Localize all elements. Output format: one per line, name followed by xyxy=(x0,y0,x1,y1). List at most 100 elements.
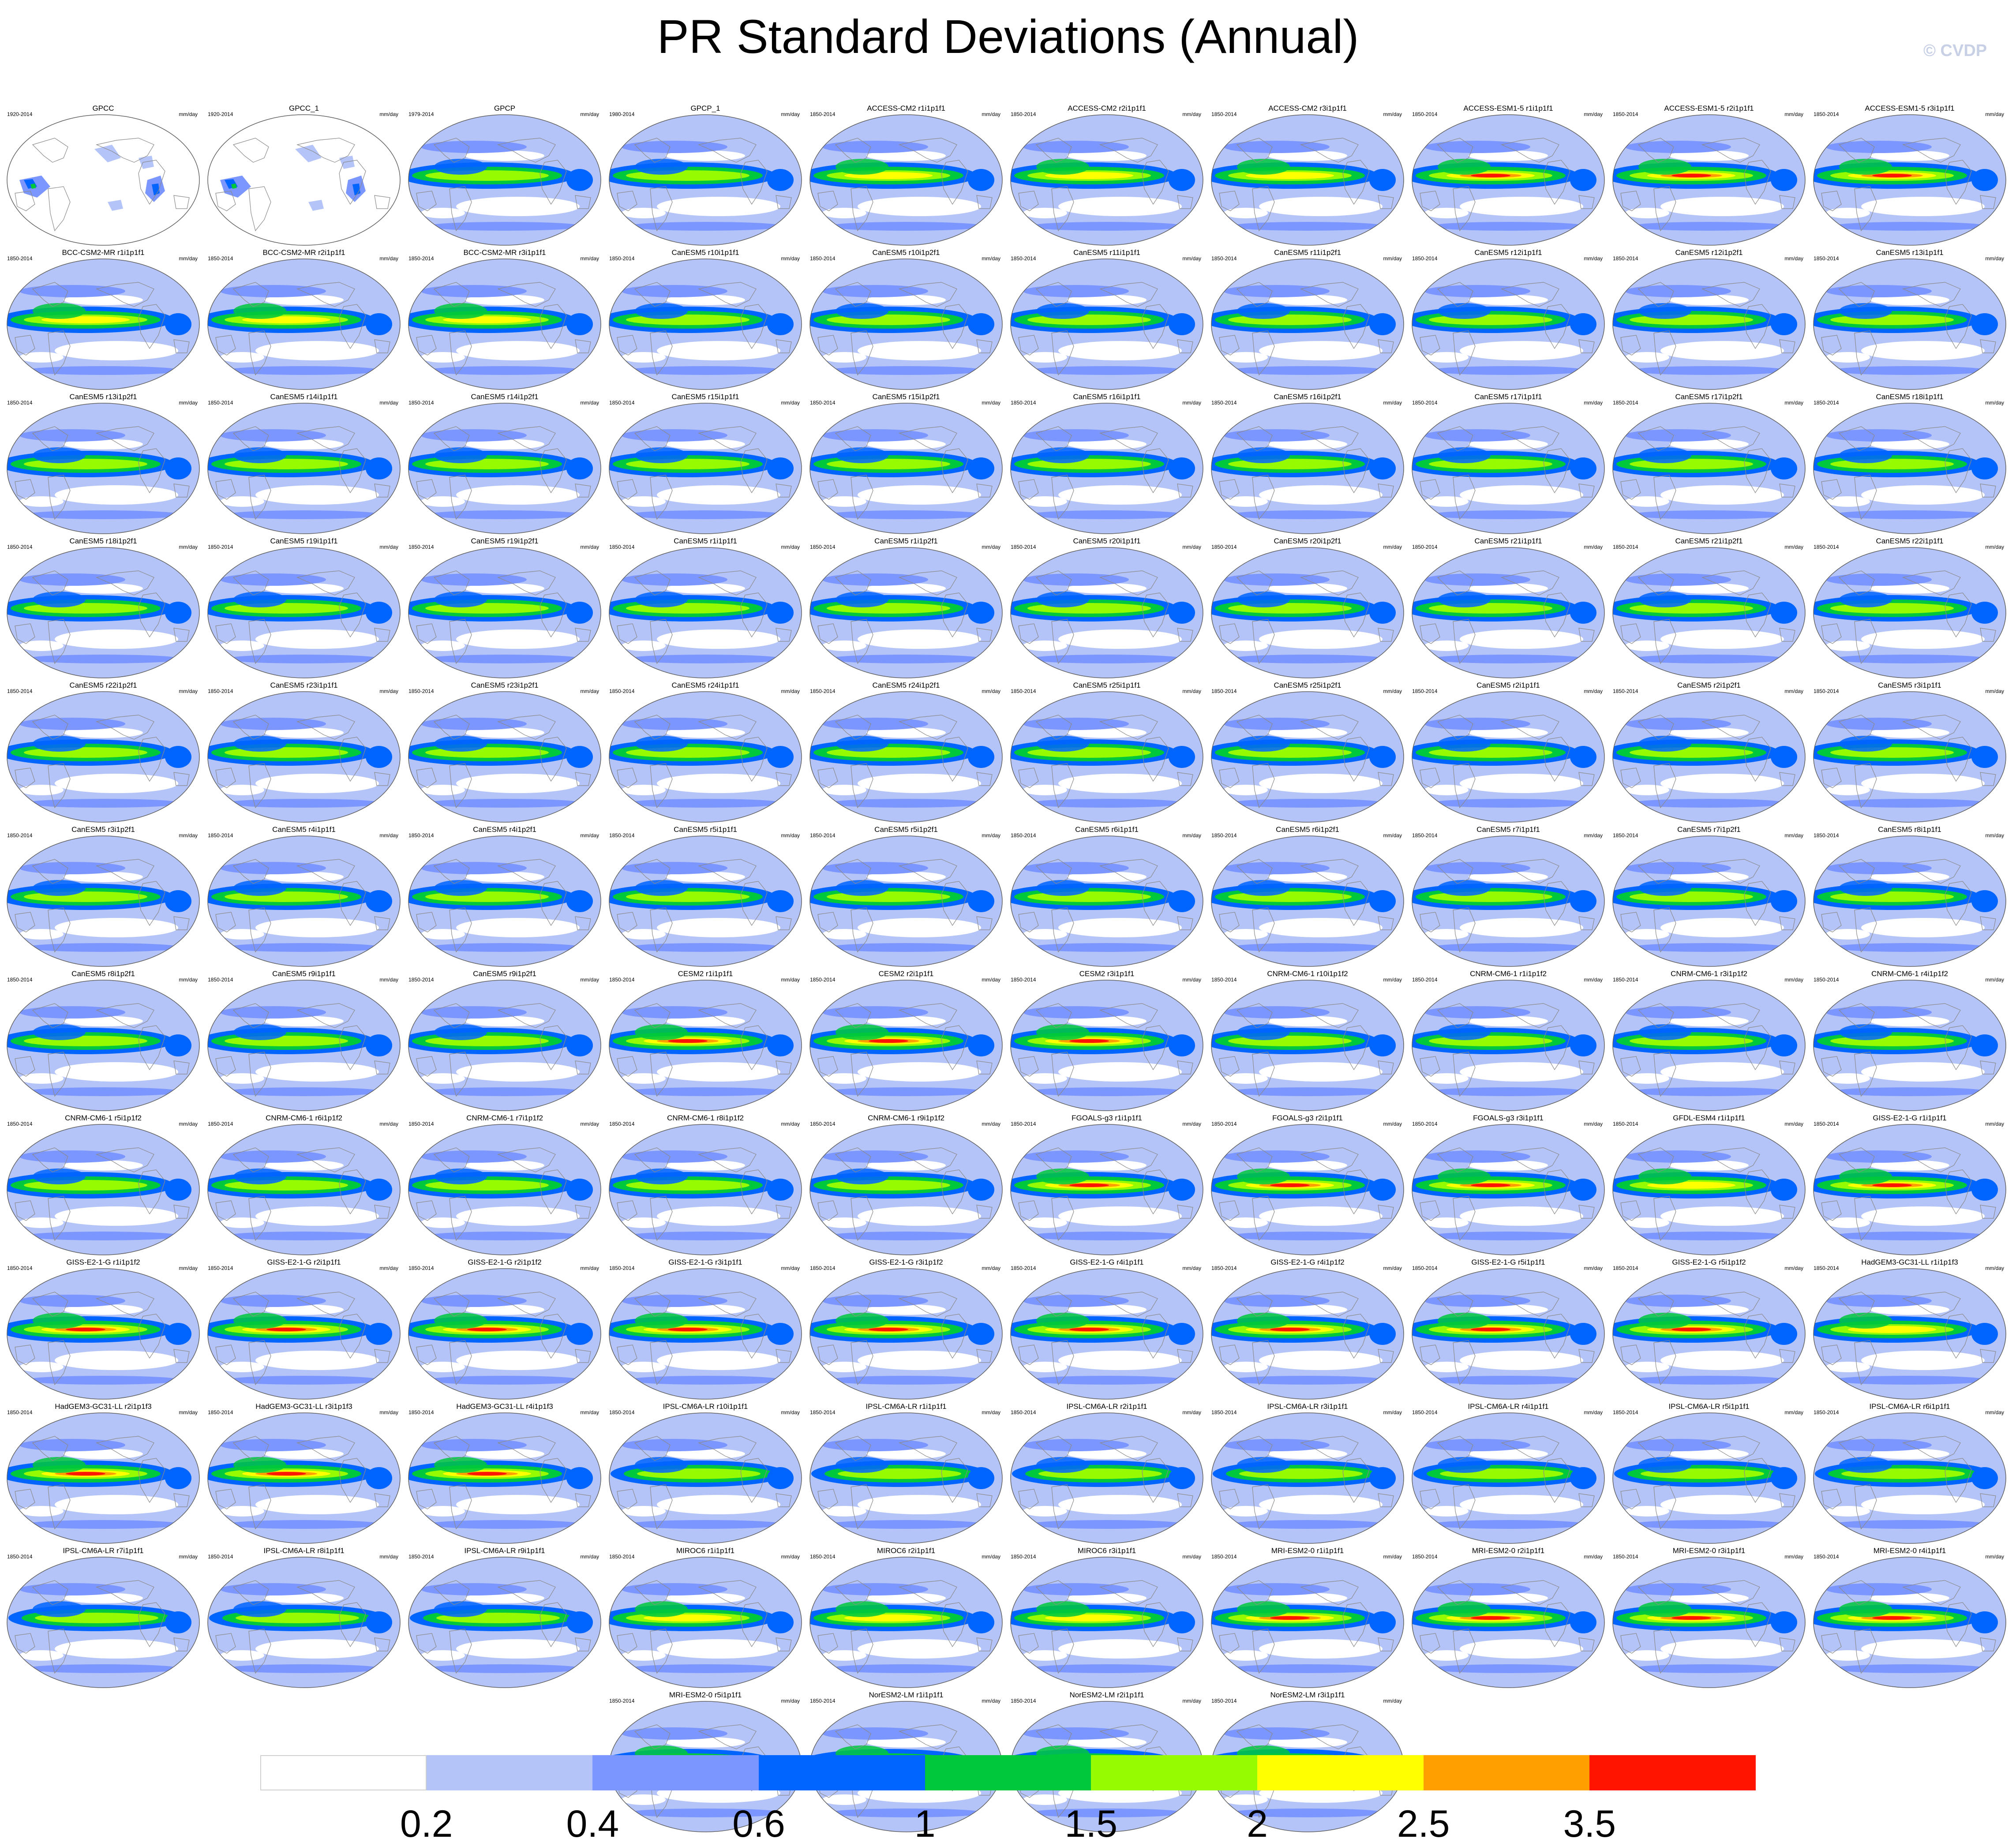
map-panel: MRI-ESM2-0 r2i1p1f1 1850-2014 mm/day xyxy=(1411,1546,1605,1692)
map-panel: ACCESS-CM2 r1i1p1f1 1850-2014 mm/day xyxy=(809,104,1003,250)
panel-units: mm/day xyxy=(1985,832,2004,839)
panel-period: 1850-2014 xyxy=(1011,977,1036,983)
panel-units: mm/day xyxy=(982,688,1001,694)
map-panel: IPSL-CM6A-LR r9i1p1f1 1850-2014 mm/day xyxy=(408,1546,602,1692)
panel-units: mm/day xyxy=(1182,688,1201,694)
map-panel: GISS-E2-1-G r5i1p1f1 1850-2014 mm/day xyxy=(1411,1258,1605,1404)
panel-period: 1850-2014 xyxy=(810,1265,836,1271)
panel-title: CNRM-CM6-1 r4i1p1f2 xyxy=(1871,970,1948,978)
panel-period: 1850-2014 xyxy=(609,255,635,262)
panel-period: 1850-2014 xyxy=(1814,1265,1839,1271)
world-map xyxy=(1813,980,2006,1111)
world-map xyxy=(7,403,200,534)
colorbar-tick-label: 2.5 xyxy=(1397,1803,1450,1845)
panel-title: CNRM-CM6-1 r5i1p1f2 xyxy=(65,1114,142,1122)
panel-title: CanESM5 r18i1p1f1 xyxy=(1876,393,1944,401)
panel-title: GISS-E2-1-G r3i1p1f1 xyxy=(668,1258,742,1266)
panel-period: 1850-2014 xyxy=(1613,1409,1638,1415)
panel-title: CanESM5 r24i1p2f1 xyxy=(872,681,940,689)
panel-title: CanESM5 r22i1p1f1 xyxy=(1876,537,1944,545)
map-panel: IPSL-CM6A-LR r4i1p1f1 1850-2014 mm/day xyxy=(1411,1402,1605,1548)
world-map xyxy=(1612,1412,1806,1544)
panel-units: mm/day xyxy=(1784,111,1803,117)
panel-units: mm/day xyxy=(1784,1265,1803,1271)
world-map xyxy=(609,547,802,678)
map-panel: ACCESS-ESM1-5 r1i1p1f1 1850-2014 mm/day xyxy=(1411,104,1605,250)
panel-title: CESM2 r1i1p1f1 xyxy=(678,970,733,978)
panel-period: 1850-2014 xyxy=(1412,832,1438,839)
world-map xyxy=(1412,114,1605,246)
world-map xyxy=(408,1124,601,1255)
map-panel: CanESM5 r15i1p1f1 1850-2014 mm/day xyxy=(608,393,802,538)
panel-units: mm/day xyxy=(982,1698,1001,1704)
panel-title: CanESM5 r6i1p1f1 xyxy=(1075,825,1139,834)
panel-period: 1850-2014 xyxy=(1211,1698,1237,1704)
panel-units: mm/day xyxy=(1383,1698,1402,1704)
panel-period: 1850-2014 xyxy=(1011,832,1036,839)
panel-units: mm/day xyxy=(982,1409,1001,1415)
panel-period: 1850-2014 xyxy=(208,1554,233,1560)
panel-title: FGOALS-g3 r1i1p1f1 xyxy=(1072,1114,1142,1122)
colorbar-tick-label: 0.2 xyxy=(400,1803,453,1845)
map-panel: CanESM5 r2i1p1f1 1850-2014 mm/day xyxy=(1411,681,1605,827)
panel-units: mm/day xyxy=(982,1554,1001,1560)
map-panel: CanESM5 r14i1p2f1 1850-2014 mm/day xyxy=(408,393,602,538)
map-panel: CanESM5 r12i1p2f1 1850-2014 mm/day xyxy=(1612,248,1806,394)
world-map xyxy=(1412,1124,1605,1255)
world-map xyxy=(1211,691,1404,823)
panel-units: mm/day xyxy=(1784,1121,1803,1127)
panel-period: 1850-2014 xyxy=(1412,977,1438,983)
panel-period: 1850-2014 xyxy=(1011,688,1036,694)
map-panel: CanESM5 r11i1p2f1 1850-2014 mm/day xyxy=(1210,248,1405,394)
map-panel: CNRM-CM6-1 r4i1p1f2 1850-2014 mm/day xyxy=(1813,970,2007,1115)
panel-period: 1850-2014 xyxy=(1412,688,1438,694)
map-panel: GISS-E2-1-G r4i1p1f1 1850-2014 mm/day xyxy=(1010,1258,1204,1404)
colorbar-tick-label: 0.4 xyxy=(566,1803,619,1845)
panel-period: 1850-2014 xyxy=(1211,255,1237,262)
panel-period: 1850-2014 xyxy=(1814,1121,1839,1127)
panel-title: IPSL-CM6A-LR r4i1p1f1 xyxy=(1468,1402,1549,1411)
world-map xyxy=(609,1268,802,1400)
panel-units: mm/day xyxy=(1584,688,1603,694)
panel-units: mm/day xyxy=(580,977,599,983)
panel-period: 1850-2014 xyxy=(1814,544,1839,550)
panel-period: 1850-2014 xyxy=(1613,111,1638,117)
world-map xyxy=(809,547,1003,678)
map-panel: HadGEM3-GC31-LL r1i1p1f3 1850-2014 mm/day xyxy=(1813,1258,2007,1404)
panel-units: mm/day xyxy=(1182,832,1201,839)
map-panel: CanESM5 r11i1p1f1 1850-2014 mm/day xyxy=(1010,248,1204,394)
world-map xyxy=(809,835,1003,967)
panel-units: mm/day xyxy=(379,1554,398,1560)
panel-title: CanESM5 r25i1p2f1 xyxy=(1274,681,1342,689)
panel-title: GISS-E2-1-G r2i1p1f1 xyxy=(267,1258,341,1266)
panel-title: ACCESS-ESM1-5 r2i1p1f1 xyxy=(1664,104,1754,112)
panel-units: mm/day xyxy=(1383,977,1402,983)
map-panel: GISS-E2-1-G r3i1p1f2 1850-2014 mm/day xyxy=(809,1258,1003,1404)
panel-period: 1850-2014 xyxy=(408,544,434,550)
panel-period: 1850-2014 xyxy=(7,1121,33,1127)
map-panel: CanESM5 r12i1p1f1 1850-2014 mm/day xyxy=(1411,248,1605,394)
panel-units: mm/day xyxy=(1584,111,1603,117)
panel-period: 1850-2014 xyxy=(1814,832,1839,839)
panel-title: CanESM5 r20i1p2f1 xyxy=(1274,537,1342,545)
world-map xyxy=(1211,1557,1404,1688)
panel-units: mm/day xyxy=(1182,400,1201,406)
map-panel: GISS-E2-1-G r3i1p1f1 1850-2014 mm/day xyxy=(608,1258,802,1404)
world-map xyxy=(1211,114,1404,246)
panel-units: mm/day xyxy=(781,977,800,983)
world-map xyxy=(1412,691,1605,823)
panel-period: 1850-2014 xyxy=(1011,255,1036,262)
world-map xyxy=(207,691,401,823)
panel-title: CanESM5 r14i1p2f1 xyxy=(471,393,539,401)
map-panel: CNRM-CM6-1 r5i1p1f2 1850-2014 mm/day xyxy=(6,1114,200,1259)
colorbar-segment xyxy=(592,1755,759,1790)
panel-period: 1850-2014 xyxy=(1412,1265,1438,1271)
panel-title: CNRM-CM6-1 r3i1p1f2 xyxy=(1671,970,1747,978)
panel-title: CNRM-CM6-1 r6i1p1f2 xyxy=(266,1114,342,1122)
panel-period: 1850-2014 xyxy=(1613,1554,1638,1560)
map-panel: GPCP 1979-2014 mm/day xyxy=(408,104,602,250)
panel-units: mm/day xyxy=(1985,1409,2004,1415)
world-map xyxy=(609,114,802,246)
world-map xyxy=(1412,1268,1605,1400)
panel-period: 1850-2014 xyxy=(1211,1409,1237,1415)
